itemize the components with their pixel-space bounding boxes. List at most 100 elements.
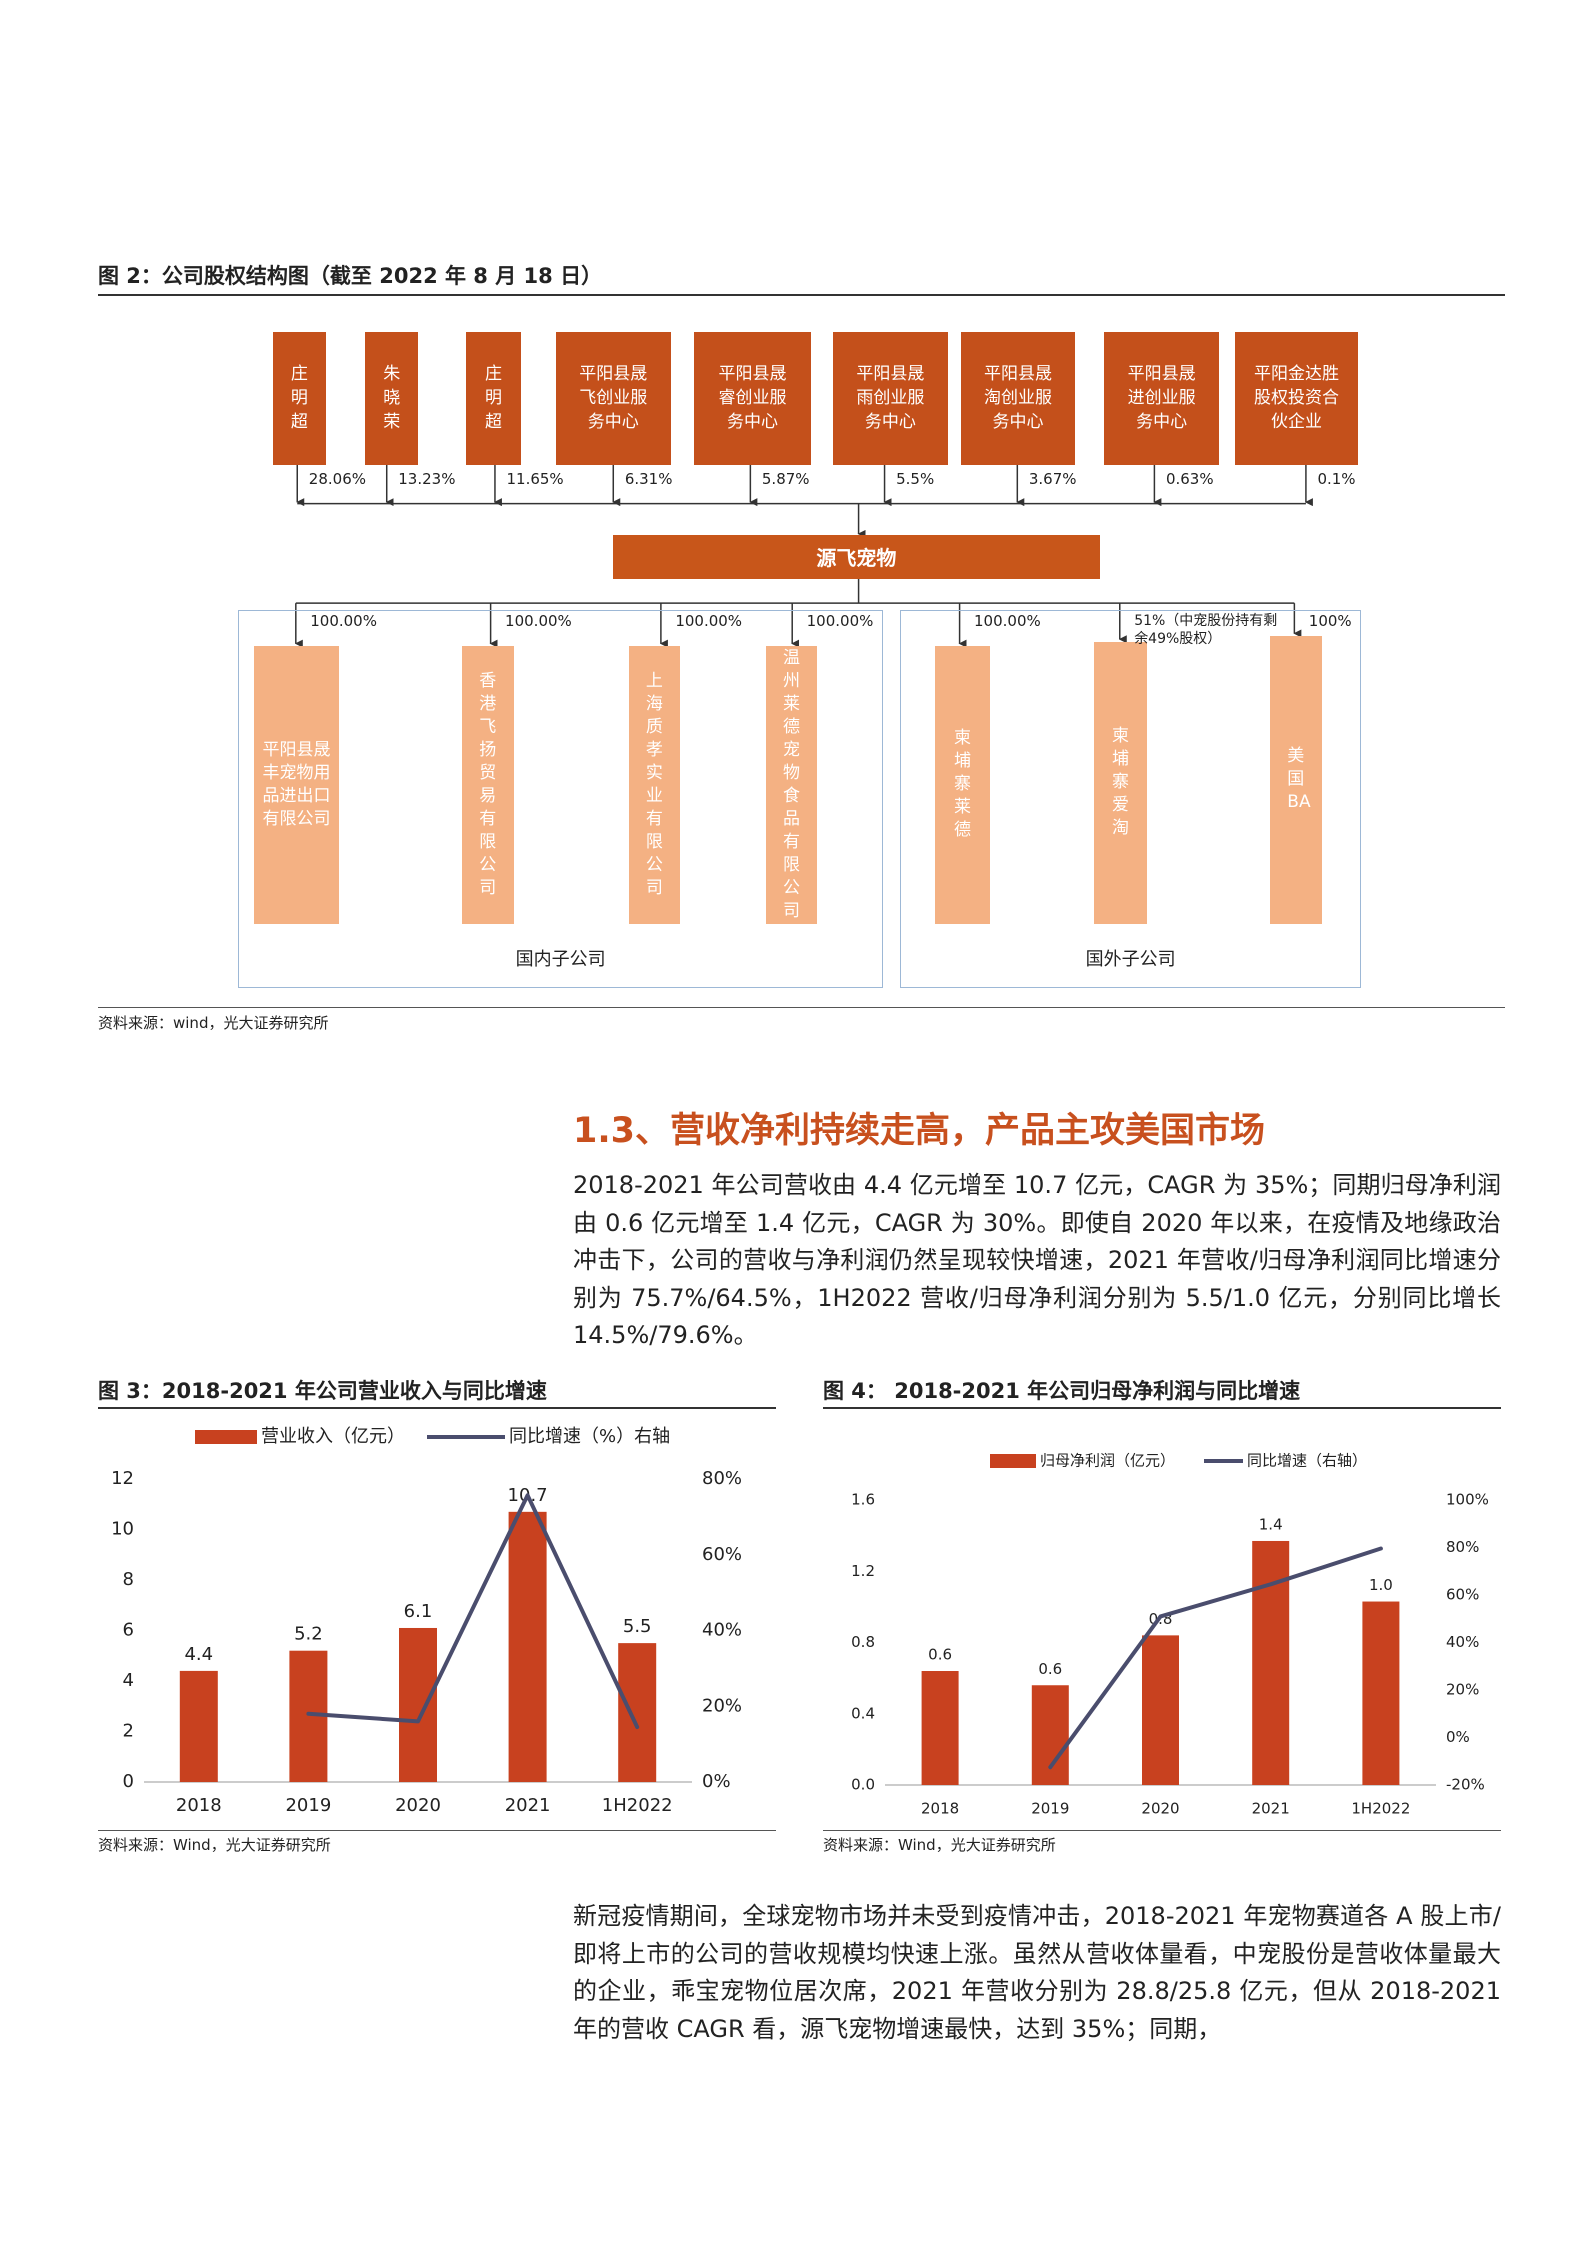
shareholder-name: 庄明超: [290, 364, 308, 433]
share-label: 5.5%: [896, 470, 935, 489]
subsidiary-name: 柬埔寨爱淘: [1111, 726, 1129, 839]
legend-label: 同比增速（%）右轴: [509, 1426, 670, 1447]
shareholder-box: 朱晓荣: [365, 331, 419, 465]
company-box: 源飞宠物: [613, 535, 1100, 579]
y-tick-label: 12: [111, 1468, 134, 1489]
subsidiary-name: 柬埔寨莱德: [953, 728, 971, 841]
shareholder-name: 庄明超: [484, 364, 502, 433]
subsidiary-name: 美国BA: [1287, 746, 1311, 813]
line: [1048, 1546, 1383, 1770]
figure-title: 图 3：2018-2021 年公司营业收入与同比增速: [98, 1379, 547, 1403]
x-tick-label: 2021: [1252, 1800, 1290, 1818]
shareholder-name: 平阳金达胜股权投资合伙企业: [1254, 364, 1340, 433]
share-label: 11.65%: [506, 470, 564, 489]
y2-tick-label: 40%: [702, 1620, 742, 1641]
shareholder-box: 平阳县晟雨创业服务中心: [832, 331, 949, 465]
bar: [1252, 1540, 1290, 1785]
source: 资料来源：Wind，光大证券研究所: [823, 1836, 1056, 1854]
subsidiary-box: 美国BA: [1269, 636, 1322, 924]
x-tick-label: 2019: [1031, 1800, 1069, 1818]
group-label: 国外子公司: [1085, 949, 1176, 971]
subsidiary-name: 上海质孝实业有限公司: [645, 670, 663, 898]
connectors: [294, 464, 1313, 648]
value-label: 1.4: [1259, 1515, 1283, 1533]
shareholder-name: 平阳县晟淘创业服务中心: [984, 364, 1053, 433]
y-tick-label: 2: [123, 1721, 134, 1742]
chart: 0 2 4 6 8 10 12 0% 20% 40% 60% 80% 2018 2019 2020 2021 1…: [111, 1426, 742, 1816]
legend-label: 同比增速（右轴）: [1247, 1452, 1367, 1470]
company-name: 源飞宠物: [816, 546, 897, 571]
y2-tick-label: 60%: [702, 1544, 742, 1565]
subsidiary-box: 香港飞扬贸易有限公司: [461, 646, 514, 924]
share-label: 6.31%: [624, 470, 673, 489]
bar: [179, 1670, 218, 1782]
subsidiary-box: 温州莱德宠物食品有限公司: [766, 646, 817, 924]
shareholder-name: 平阳县晟进创业服务中心: [1127, 364, 1196, 433]
shareholder-box: 平阳县晟进创业服务中心: [1103, 331, 1220, 465]
y-tick-label: 1.6: [851, 1491, 875, 1509]
paragraph: 新冠疫情期间，全球宠物市场并未受到疫情冲击，2018-2021 年宠物赛道各 A…: [573, 1902, 1501, 2043]
y-tick-label: 0.0: [851, 1776, 875, 1794]
y-tick-label: 10: [111, 1519, 134, 1540]
rule: [98, 1007, 1505, 1008]
bar: [1362, 1601, 1400, 1785]
shareholder-box: 庄明超: [272, 331, 327, 465]
value-label: 6.1: [404, 1601, 433, 1622]
section-heading: 1.3、营收净利持续走高，产品主攻美国市场: [573, 1111, 1266, 1151]
line: [306, 1493, 640, 1730]
y2-tick-label: 20%: [1446, 1681, 1479, 1699]
x-tick-label: 2018: [921, 1800, 959, 1818]
legend-label: 营业收入（亿元）: [261, 1426, 405, 1447]
y2-tick-label: 100%: [1446, 1491, 1489, 1509]
share-label: 100.00%: [974, 612, 1041, 631]
share-label: 0.63%: [1165, 470, 1214, 489]
y2-tick-label: 40%: [1446, 1633, 1479, 1651]
x-tick-label: 1H2022: [1351, 1800, 1410, 1818]
share-label: 13.23%: [398, 470, 456, 489]
source: 资料来源：wind，光大证券研究所: [98, 1014, 329, 1032]
y-tick-label: 0: [123, 1771, 134, 1792]
share-label: 100%: [1308, 612, 1352, 631]
y2-tick-label: 60%: [1446, 1586, 1479, 1604]
shareholder-box: 平阳县晟飞创业服务中心: [555, 331, 671, 465]
shareholder-box: 庄明超: [466, 331, 521, 465]
share-label: 100.00%: [675, 612, 743, 631]
y-tick-label: 8: [123, 1569, 134, 1590]
rule: [98, 294, 1505, 296]
y-tick-label: 6: [123, 1620, 134, 1641]
shareholder-name: 平阳县晟飞创业服务中心: [579, 364, 648, 433]
group-frame: [238, 610, 884, 989]
group-label: 国内子公司: [515, 949, 606, 971]
shareholder-name: 平阳县晟雨创业服务中心: [856, 364, 925, 433]
y2-tick-label: 80%: [702, 1468, 742, 1489]
y-tick-label: 0.4: [851, 1704, 875, 1722]
subsidiary-name: 平阳县晟丰宠物用品进出口有限公司: [262, 739, 331, 829]
share-label: 3.67%: [1028, 470, 1077, 489]
subsidiary-box: 上海质孝实业有限公司: [629, 646, 680, 924]
share-label: 51%（中宠股份持有剩余49%股权）: [1134, 613, 1278, 648]
x-tick-label: 2020: [395, 1795, 441, 1816]
group-frame: [900, 610, 1361, 989]
shareholder-name: 平阳县晟睿创业服务中心: [718, 364, 787, 433]
value-label: 4.4: [184, 1644, 213, 1665]
bar: [399, 1627, 437, 1782]
y-tick-label: 4: [123, 1670, 134, 1691]
value-label: 5.5: [623, 1616, 652, 1637]
bar: [1142, 1635, 1179, 1785]
legend-swatch: [195, 1430, 257, 1444]
ownership-diagram: 国内子公司 国外子公司 庄明超 28.06% 朱晓荣 13.23% 庄明超 11.65% 平阳县…: [0, 0, 1587, 1010]
x-tick-label: 2021: [505, 1795, 551, 1816]
rule: [98, 1407, 776, 1409]
shareholder-name: 朱晓荣: [383, 364, 401, 433]
subsidiary-box: 平阳县晟丰宠物用品进出口有限公司: [253, 646, 340, 924]
legend-label: 归母净利润（亿元）: [1040, 1452, 1175, 1470]
y2-tick-label: 20%: [702, 1695, 742, 1716]
y2-tick-label: 0%: [1446, 1728, 1470, 1746]
rule: [823, 1830, 1501, 1831]
y-tick-label: 0.8: [851, 1633, 875, 1651]
share-label: 5.87%: [761, 470, 810, 489]
share-label: 28.06%: [308, 470, 366, 489]
x-tick-label: 2020: [1141, 1800, 1179, 1818]
chart: 0.0 0.4 0.8 1.2 1.6 -20% 0% 20% 40% 60% 80% 100% 201…: [851, 1452, 1489, 1818]
